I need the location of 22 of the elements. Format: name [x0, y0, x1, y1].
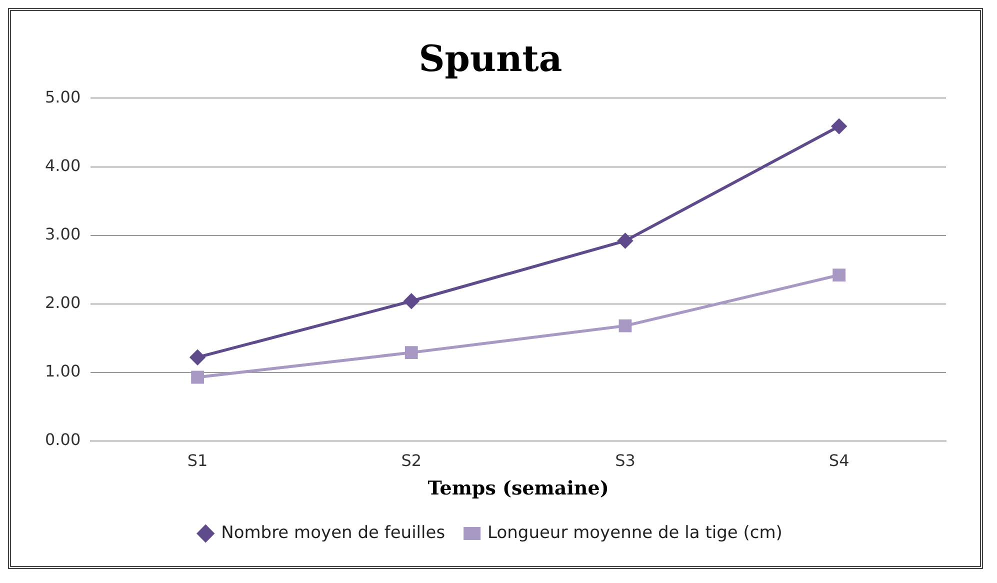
x-axis-title: Temps (semaine) — [428, 478, 609, 500]
point — [832, 268, 846, 282]
x-tick-label: S4 — [828, 450, 850, 470]
point — [404, 346, 418, 360]
x-tick-label: S3 — [615, 450, 636, 470]
y-tick-label: 5.00 — [45, 87, 81, 106]
point — [618, 319, 632, 332]
y-tick-label: 2.00 — [45, 293, 81, 312]
chart-title: Spunta — [418, 38, 562, 80]
point — [404, 294, 419, 309]
point — [832, 118, 847, 134]
y-tick-label: 4.00 — [45, 156, 81, 175]
y-tick-label: 0.00 — [45, 430, 81, 450]
legend-label: Longueur moyenne de la tige (cm) — [488, 522, 782, 543]
x-tick-label: S2 — [401, 450, 422, 470]
point — [618, 233, 633, 248]
y-tick-label: 1.00 — [45, 362, 81, 381]
x-tick-label: S1 — [187, 450, 208, 470]
point — [190, 350, 206, 365]
y-tick-label: 3.00 — [45, 224, 81, 244]
legend-label: Nombre moyen de feuilles — [221, 522, 446, 543]
point — [191, 370, 204, 384]
